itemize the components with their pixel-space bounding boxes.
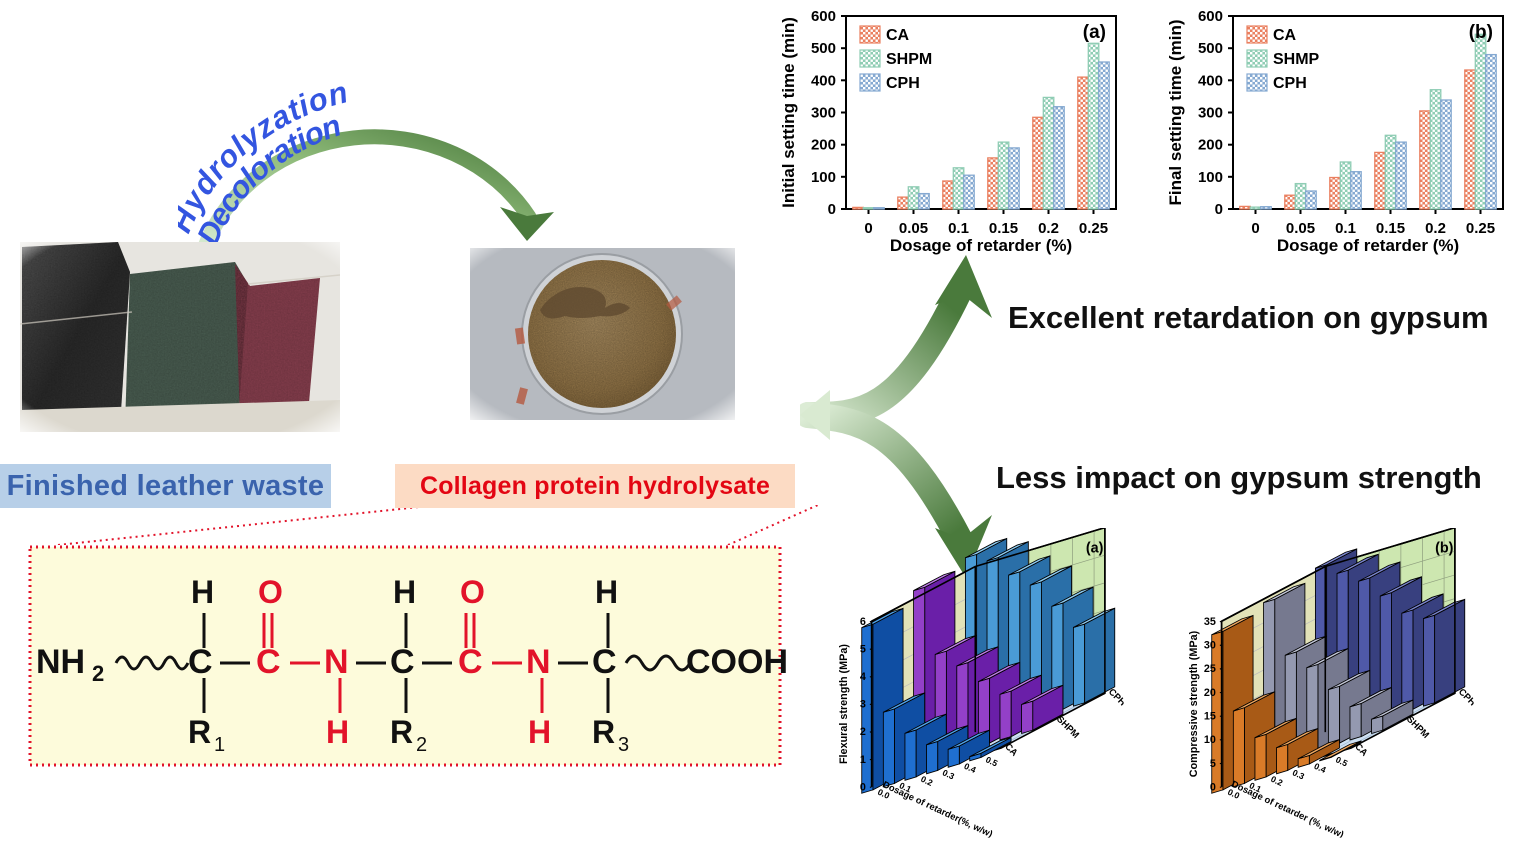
svg-text:0.3: 0.3: [941, 767, 956, 781]
svg-text:0.15: 0.15: [989, 220, 1018, 237]
svg-text:O: O: [460, 574, 485, 610]
svg-text:5: 5: [1210, 758, 1216, 770]
svg-text:400: 400: [811, 72, 836, 89]
svg-text:N: N: [324, 643, 349, 681]
svg-text:2: 2: [92, 661, 104, 686]
svg-text:0.4: 0.4: [1313, 761, 1328, 775]
svg-text:0.2: 0.2: [1269, 774, 1284, 788]
svg-text:Final setting time (min): Final setting time (min): [1166, 19, 1185, 205]
svg-text:3: 3: [618, 734, 629, 756]
svg-text:0: 0: [860, 781, 866, 793]
svg-text:(a): (a): [1086, 540, 1104, 556]
svg-text:10: 10: [1204, 734, 1216, 746]
svg-text:4: 4: [860, 671, 866, 683]
svg-text:SHPM: SHPM: [1405, 714, 1431, 740]
svg-text:15: 15: [1204, 710, 1216, 722]
svg-text:Initial setting time (min): Initial setting time (min): [779, 17, 798, 208]
svg-text:SHPM: SHPM: [1055, 714, 1081, 740]
svg-text:C: C: [592, 643, 617, 681]
svg-text:300: 300: [811, 105, 836, 122]
svg-text:100: 100: [811, 169, 836, 186]
svg-text:H: H: [528, 714, 551, 750]
svg-text:0.25: 0.25: [1079, 220, 1108, 237]
svg-text:0.2: 0.2: [1425, 220, 1446, 237]
svg-text:0.3: 0.3: [1291, 767, 1306, 781]
svg-text:25: 25: [1204, 663, 1216, 675]
svg-text:0.2: 0.2: [1038, 220, 1059, 237]
svg-text:200: 200: [811, 137, 836, 154]
svg-text:0: 0: [1215, 201, 1223, 218]
svg-text:CPH: CPH: [886, 75, 920, 92]
svg-text:COOH: COOH: [686, 643, 788, 681]
svg-text:H: H: [191, 574, 214, 610]
svg-text:(a): (a): [1083, 22, 1106, 43]
svg-text:(b): (b): [1469, 22, 1493, 43]
svg-text:0.1: 0.1: [1335, 220, 1356, 237]
svg-text:C: C: [188, 643, 213, 681]
svg-text:20: 20: [1204, 687, 1216, 699]
svg-text:0: 0: [1251, 220, 1259, 237]
svg-text:1: 1: [860, 754, 866, 766]
svg-text:0: 0: [864, 220, 872, 237]
svg-text:0.1: 0.1: [948, 220, 969, 237]
svg-text:Flexural strength (MPa): Flexural strength (MPa): [838, 644, 850, 764]
svg-text:200: 200: [1198, 137, 1223, 154]
svg-text:CA: CA: [1273, 27, 1297, 44]
svg-text:600: 600: [1198, 8, 1223, 25]
svg-text:600: 600: [811, 8, 836, 25]
svg-text:N: N: [526, 643, 551, 681]
svg-text:(b): (b): [1435, 540, 1454, 556]
svg-text:35: 35: [1204, 616, 1216, 628]
svg-text:2: 2: [860, 726, 866, 738]
svg-text:H: H: [595, 574, 618, 610]
svg-text:C: C: [458, 643, 483, 681]
svg-text:0.05: 0.05: [1286, 220, 1315, 237]
svg-text:CA: CA: [886, 27, 910, 44]
svg-text:2: 2: [416, 734, 427, 756]
svg-text:Dosage of retarder (%): Dosage of retarder (%): [1277, 236, 1459, 255]
svg-text:SHMP: SHMP: [1273, 51, 1320, 68]
svg-text:30: 30: [1204, 640, 1216, 652]
svg-text:Compressive strength (MPa): Compressive strength (MPa): [1188, 630, 1200, 777]
svg-text:CPH: CPH: [1273, 75, 1307, 92]
svg-text:R: R: [390, 714, 413, 750]
svg-text:C: C: [256, 643, 281, 681]
svg-text:3: 3: [860, 699, 866, 711]
svg-text:Dosage of retarder(%, w/w): Dosage of retarder(%, w/w): [881, 779, 994, 837]
svg-text:C: C: [390, 643, 415, 681]
svg-text:0.05: 0.05: [899, 220, 928, 237]
svg-text:0.5: 0.5: [1334, 754, 1349, 768]
svg-text:H: H: [326, 714, 349, 750]
svg-text:5: 5: [860, 643, 866, 655]
svg-text:0.4: 0.4: [963, 761, 978, 775]
svg-text:300: 300: [1198, 105, 1223, 122]
svg-text:0: 0: [828, 201, 836, 218]
svg-text:SHPM: SHPM: [886, 51, 932, 68]
svg-text:O: O: [258, 574, 283, 610]
svg-text:0.15: 0.15: [1376, 220, 1405, 237]
svg-text:R: R: [592, 714, 615, 750]
svg-text:NH: NH: [36, 643, 85, 681]
svg-text:R: R: [188, 714, 211, 750]
svg-text:400: 400: [1198, 72, 1223, 89]
svg-text:0: 0: [1210, 781, 1216, 793]
svg-text:500: 500: [811, 40, 836, 57]
svg-text:0.25: 0.25: [1466, 220, 1495, 237]
svg-text:H: H: [393, 574, 416, 610]
svg-text:Dosage of retarder (%, w/w): Dosage of retarder (%, w/w): [1230, 779, 1345, 838]
svg-text:1: 1: [214, 734, 225, 756]
svg-text:0.5: 0.5: [984, 754, 999, 768]
svg-text:500: 500: [1198, 40, 1223, 57]
svg-text:0.2: 0.2: [919, 774, 934, 788]
svg-text:6: 6: [860, 616, 866, 628]
svg-text:100: 100: [1198, 169, 1223, 186]
